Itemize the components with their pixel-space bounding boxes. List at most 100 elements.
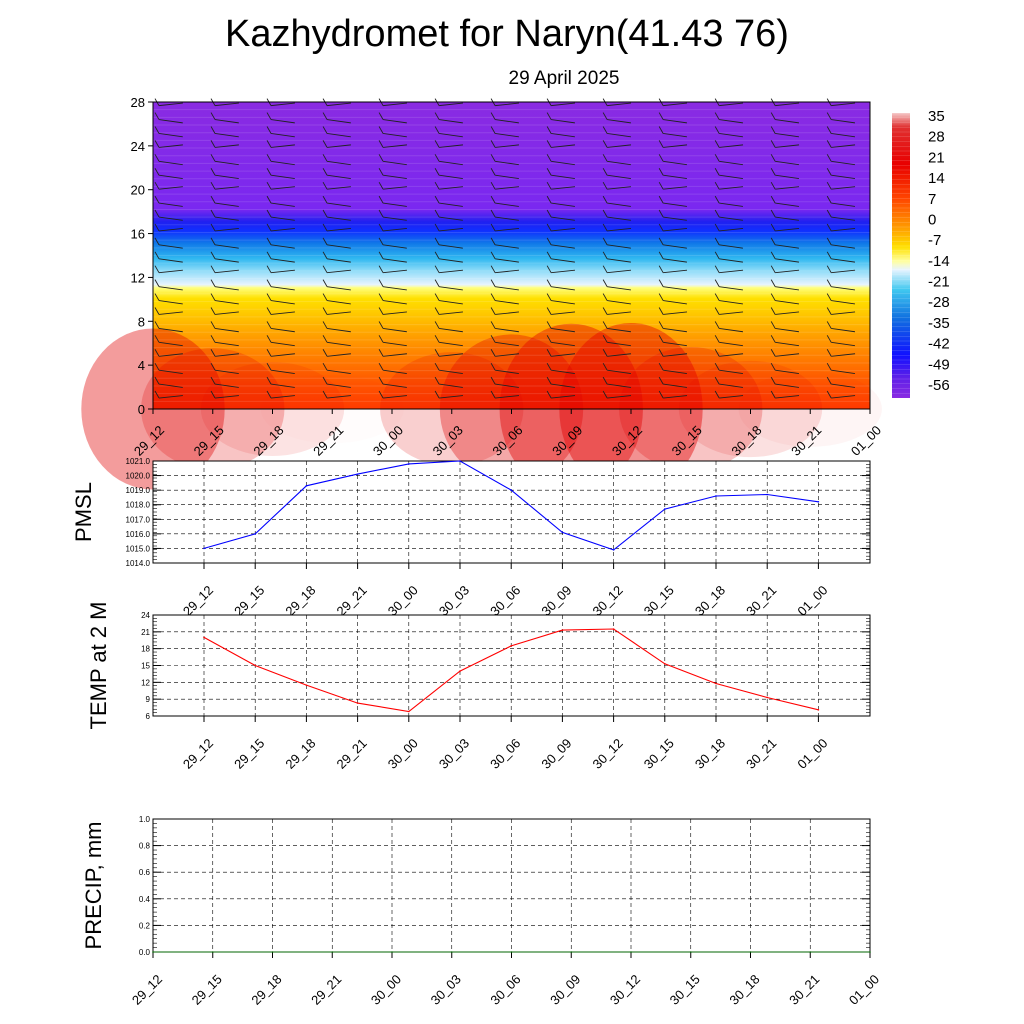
wind-barb bbox=[831, 102, 856, 107]
wind-barb bbox=[326, 216, 351, 221]
wind-barb-feather bbox=[434, 293, 440, 301]
wind-barb-feather bbox=[490, 126, 496, 134]
wind-barb bbox=[383, 395, 407, 399]
wind-barb bbox=[551, 186, 576, 190]
wind-barb bbox=[495, 227, 520, 232]
wind-barb-feather bbox=[154, 168, 160, 176]
wind-barb bbox=[719, 102, 744, 107]
wind-barb bbox=[719, 227, 744, 232]
wind-barb bbox=[158, 102, 183, 107]
series-point bbox=[766, 493, 768, 496]
wind-barb bbox=[326, 311, 351, 315]
x-tick-label: 30_21 bbox=[743, 736, 779, 772]
wind-barb-feather bbox=[210, 168, 216, 176]
wind-barb-feather bbox=[322, 362, 328, 371]
wind-barb-feather bbox=[658, 307, 664, 315]
wind-barb-feather bbox=[826, 307, 832, 315]
wind-barb-feather bbox=[658, 349, 664, 357]
wind-barb bbox=[382, 202, 407, 207]
wind-barb-feather bbox=[490, 335, 496, 343]
wind-barb-feather bbox=[770, 251, 776, 260]
y-tick-label: 24 bbox=[141, 611, 150, 620]
wind-barb bbox=[326, 160, 351, 166]
wind-barb-feather bbox=[210, 321, 216, 329]
wind-barb-feather bbox=[210, 223, 216, 232]
wind-barb-feather bbox=[826, 168, 832, 176]
colorbar-label: -7 bbox=[928, 232, 941, 249]
y-axis-label: PRECIP, mm bbox=[81, 822, 106, 950]
wind-barb-feather bbox=[378, 251, 384, 260]
wind-barb-feather bbox=[322, 126, 328, 134]
x-tick-label: 30_15 bbox=[667, 972, 703, 1008]
precip-panel: 0.0 0.2 0.4 0.6 0.8 1.0 29_12 29_15 29_18 29_21 30… bbox=[81, 815, 882, 1008]
x-tick-label: 30_06 bbox=[487, 972, 523, 1008]
wind-barb-feather bbox=[210, 279, 216, 287]
wind-barb bbox=[326, 300, 351, 305]
wind-barb bbox=[158, 160, 183, 166]
x-tick-label: 30_00 bbox=[368, 972, 404, 1008]
wind-barb bbox=[495, 269, 520, 274]
y-tick-label: 0.2 bbox=[139, 921, 151, 930]
y-tick-label: 12 bbox=[141, 678, 150, 687]
wind-barb bbox=[158, 353, 183, 357]
wind-barb bbox=[663, 186, 688, 190]
wind-barb bbox=[607, 258, 631, 263]
wind-barb bbox=[439, 133, 463, 138]
wind-barb bbox=[214, 160, 239, 166]
wind-barb-feather bbox=[210, 112, 216, 120]
wind-barb-feather bbox=[322, 237, 328, 246]
wind-barb-feather bbox=[154, 279, 160, 287]
wind-barb bbox=[270, 160, 295, 166]
x-tick-label: 29_18 bbox=[282, 583, 318, 619]
wind-barb bbox=[158, 341, 183, 347]
y-tick-label: 0.8 bbox=[139, 842, 151, 851]
wind-barb-feather bbox=[266, 223, 272, 232]
wind-barb bbox=[439, 286, 463, 291]
series-point bbox=[408, 710, 410, 713]
wind-barb bbox=[607, 119, 631, 124]
wind-barb-feather bbox=[378, 168, 384, 176]
wind-barb-feather bbox=[602, 376, 608, 385]
wind-barb bbox=[270, 186, 295, 190]
wind-barb bbox=[831, 186, 856, 190]
wind-barb-feather bbox=[770, 265, 776, 273]
wind-barb-feather bbox=[770, 321, 776, 329]
wind-barb-feather bbox=[826, 362, 832, 371]
wind-barb-feather bbox=[714, 293, 720, 301]
colorbar-label: 0 bbox=[928, 211, 936, 228]
wind-barb-feather bbox=[658, 293, 664, 301]
wind-barb-feather bbox=[490, 376, 496, 385]
wind-barb-feather bbox=[602, 307, 608, 315]
wind-barb bbox=[270, 286, 295, 291]
wind-barb bbox=[158, 144, 183, 148]
wind-barb bbox=[439, 395, 463, 399]
wind-barb-feather bbox=[154, 112, 160, 120]
wind-barb-feather bbox=[714, 376, 720, 385]
wind-barb bbox=[551, 202, 575, 207]
wind-barb bbox=[775, 341, 800, 347]
wind-barb bbox=[270, 244, 295, 249]
wind-barb bbox=[326, 102, 351, 107]
wind-barb bbox=[382, 258, 407, 263]
wind-barb bbox=[382, 286, 407, 291]
wind-barb bbox=[439, 369, 463, 374]
wind-barb-feather bbox=[546, 376, 552, 385]
wind-barb-feather bbox=[546, 293, 552, 301]
wind-barb bbox=[719, 341, 743, 347]
temp-2m-panel: 6 9 12 15 18 21 24 29_12 29_15 29_18 29_21 30_00 30_… bbox=[86, 602, 871, 772]
wind-barb-feather bbox=[266, 293, 272, 301]
wind-barb-feather bbox=[602, 168, 608, 176]
wind-barb bbox=[495, 202, 519, 207]
wind-barb-feather bbox=[658, 168, 664, 176]
wind-barb-feather bbox=[770, 181, 776, 190]
wind-barb-feather bbox=[602, 362, 608, 371]
wind-barb-feather bbox=[658, 335, 664, 343]
wind-barb-feather bbox=[434, 362, 440, 371]
wind-barb bbox=[607, 286, 631, 291]
wind-barb bbox=[382, 369, 407, 374]
series-point bbox=[305, 484, 308, 487]
wind-barb bbox=[270, 174, 295, 180]
wind-barb-feather bbox=[154, 195, 160, 204]
x-tick-label: 30_15 bbox=[641, 583, 677, 619]
wind-barb bbox=[270, 144, 295, 148]
